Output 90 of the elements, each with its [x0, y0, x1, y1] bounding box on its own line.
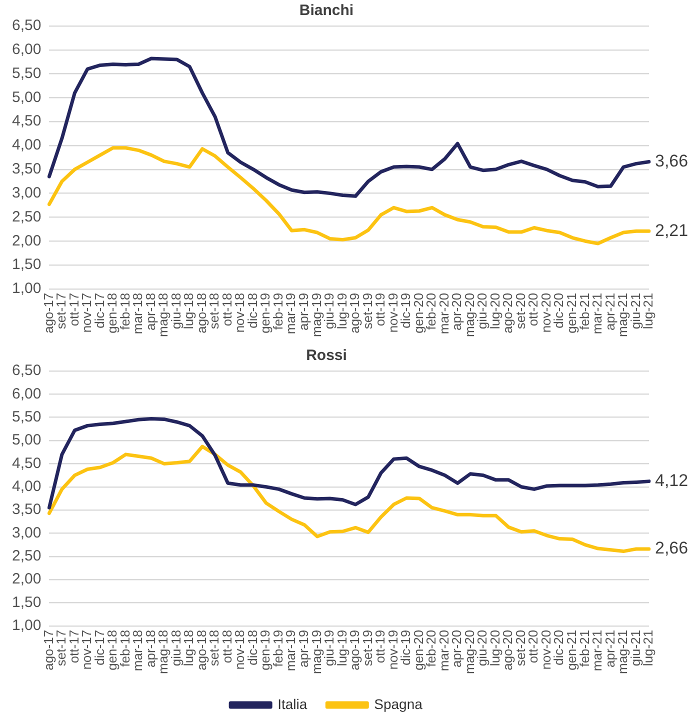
- y-tick-label: 6,50: [12, 362, 42, 380]
- x-tick-label: gen-20: [410, 630, 426, 670]
- y-tick-label: 6,50: [12, 17, 42, 34]
- y-tick-label: 6,00: [12, 41, 42, 58]
- x-tick-label: gen-21: [564, 292, 580, 334]
- chart-title: Rossi: [306, 347, 347, 364]
- x-tick-label: apr-20: [449, 292, 464, 330]
- x-tick-label: ott-19: [372, 292, 388, 326]
- x-tick-label: mag-19: [308, 630, 324, 674]
- x-tick-label: dic-20: [551, 292, 566, 328]
- legend-label: Spagna: [374, 696, 423, 712]
- x-tick-label: ott-17: [66, 292, 82, 326]
- x-tick-label: mar-20: [436, 630, 452, 672]
- y-tick-label: 5,50: [12, 64, 42, 82]
- x-tick-label: ott-18: [219, 630, 234, 664]
- x-tick-label: mar-18: [130, 630, 146, 672]
- x-tick-label: ott-17: [66, 630, 82, 664]
- x-tick-label: mar-19: [283, 630, 298, 672]
- x-tick-label: dic-18: [244, 292, 260, 328]
- x-tick-label: nov-17: [79, 630, 94, 670]
- x-tick-label: apr-19: [296, 630, 312, 668]
- x-tick-label: mar-18: [130, 292, 146, 334]
- x-tick-label: nov-19: [385, 292, 400, 333]
- x-tick-label: nov-20: [538, 292, 554, 333]
- x-tick-label: ott-18: [219, 292, 234, 326]
- x-tick-label: apr-21: [602, 292, 618, 330]
- x-tick-label: gen-18: [104, 292, 120, 334]
- x-tick-label: gen-18: [104, 630, 120, 670]
- x-tick-label: dic-17: [92, 292, 107, 328]
- annotation: 2,21: [655, 220, 688, 240]
- x-tick-label: apr-21: [602, 630, 618, 668]
- x-tick-label: gen-19: [258, 292, 273, 334]
- x-tick-label: mar-20: [436, 292, 452, 334]
- y-tick-label: 4,50: [12, 112, 42, 130]
- y-tick-label: 4,00: [12, 478, 42, 496]
- x-tick-label: dic-18: [244, 630, 260, 666]
- y-tick-label: 3,00: [12, 184, 42, 202]
- x-tick-label: mar-21: [590, 630, 605, 672]
- y-tick-label: 2,00: [12, 232, 42, 250]
- x-tick-label: mag-21: [615, 630, 630, 674]
- x-tick-label: dic-17: [92, 630, 107, 666]
- x-tick-label: ott-19: [372, 630, 388, 664]
- x-tick-label: ago-17: [40, 292, 56, 334]
- y-tick-label: 3,50: [12, 160, 42, 178]
- x-tick-label: dic-19: [398, 292, 414, 328]
- x-tick-label: ott-20: [526, 292, 541, 326]
- y-tick-label: 2,50: [12, 208, 42, 226]
- y-tick-label: 2,00: [12, 570, 42, 588]
- y-tick-label: 5,00: [12, 88, 42, 106]
- x-tick-label: gen-20: [410, 292, 426, 334]
- x-tick-label: gen-21: [564, 630, 580, 670]
- y-tick-label: 3,00: [12, 524, 42, 542]
- x-tick-label: mar-19: [283, 292, 298, 334]
- x-tick-label: ago-17: [40, 630, 56, 670]
- chart-title: Bianchi: [299, 2, 354, 20]
- x-tick-label: mag-20: [462, 292, 477, 337]
- x-tick-label: dic-20: [551, 630, 566, 666]
- annotation: 3,66: [655, 151, 688, 170]
- x-tick-label: nov-17: [79, 292, 94, 333]
- y-tick-label: 2,50: [12, 548, 42, 565]
- y-tick-label: 5,50: [12, 408, 42, 426]
- y-tick-label: 1,00: [12, 617, 42, 634]
- y-tick-label: 1,50: [12, 256, 42, 274]
- y-tick-label: 5,00: [12, 432, 42, 449]
- x-tick-label: mag-20: [462, 630, 477, 674]
- x-tick-label: nov-20: [538, 630, 554, 670]
- x-tick-label: apr-19: [296, 292, 312, 330]
- legend-label: Italia: [278, 696, 308, 712]
- x-tick-label: apr-18: [142, 630, 158, 668]
- x-tick-label: nov-18: [232, 630, 248, 670]
- x-tick-label: apr-20: [449, 630, 464, 668]
- y-tick-label: 6,00: [12, 385, 42, 402]
- x-tick-label: gen-19: [258, 630, 273, 670]
- x-tick-label: mag-18: [156, 292, 171, 337]
- y-tick-label: 1,00: [12, 280, 42, 298]
- y-tick-label: 4,00: [12, 136, 42, 154]
- x-tick-label: nov-18: [232, 292, 248, 333]
- x-tick-label: mar-21: [590, 292, 605, 334]
- y-tick-label: 3,50: [12, 501, 42, 518]
- x-tick-label: mag-21: [615, 292, 630, 337]
- x-tick-label: apr-18: [142, 292, 158, 330]
- annotation: 4,12: [655, 471, 688, 490]
- x-tick-label: ott-20: [526, 630, 541, 664]
- x-tick-label: dic-19: [398, 630, 414, 666]
- y-tick-label: 4,50: [12, 454, 42, 472]
- annotation: 2,66: [655, 538, 688, 558]
- x-tick-label: mag-19: [308, 292, 324, 337]
- x-tick-label: nov-19: [385, 630, 400, 670]
- y-tick-label: 1,50: [12, 594, 42, 611]
- x-tick-label: mag-18: [156, 630, 171, 674]
